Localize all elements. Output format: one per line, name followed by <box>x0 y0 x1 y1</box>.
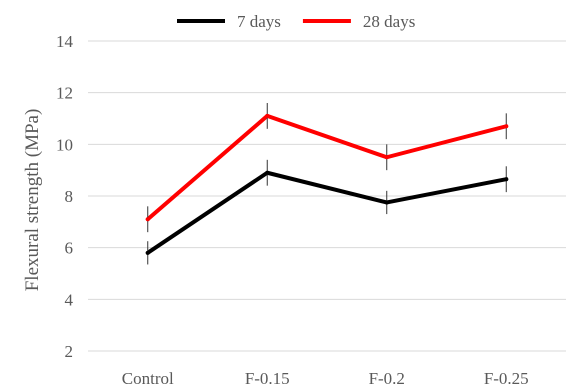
y-axis-ticks: 2 4 6 8 10 12 14 <box>56 32 74 361</box>
series-line <box>145 113 509 222</box>
y-tick-label: 6 <box>65 239 74 258</box>
y-tick-label: 4 <box>65 290 74 309</box>
series-1 <box>145 103 509 233</box>
x-category-label: F-0.2 <box>369 369 405 387</box>
x-category-label: F-0.15 <box>245 369 290 387</box>
data-point <box>265 170 270 175</box>
y-tick-label: 12 <box>56 84 73 103</box>
x-category-label: F-0.25 <box>484 369 529 387</box>
legend-label: 7 days <box>237 12 281 31</box>
data-point <box>384 155 389 160</box>
data-point <box>384 200 389 205</box>
series-line <box>145 170 509 255</box>
y-tick-label: 10 <box>56 135 73 154</box>
series-group <box>145 103 509 265</box>
data-point <box>504 124 509 129</box>
x-category-label: Control <box>122 369 174 387</box>
legend: 7 days 28 days <box>177 12 415 31</box>
legend-label: 28 days <box>363 12 415 31</box>
series-0 <box>145 159 509 265</box>
y-tick-label: 2 <box>65 342 74 361</box>
y-tick-label: 8 <box>65 187 74 206</box>
x-axis-categories: Control F-0.15 F-0.2 F-0.25 <box>122 369 529 387</box>
data-point <box>265 113 270 118</box>
data-point <box>504 177 509 182</box>
data-point <box>145 217 150 222</box>
y-tick-label: 14 <box>56 32 74 51</box>
y-axis-title: Flexural strength (MPa) <box>22 109 43 292</box>
data-point <box>145 250 150 255</box>
gridlines <box>88 40 566 352</box>
